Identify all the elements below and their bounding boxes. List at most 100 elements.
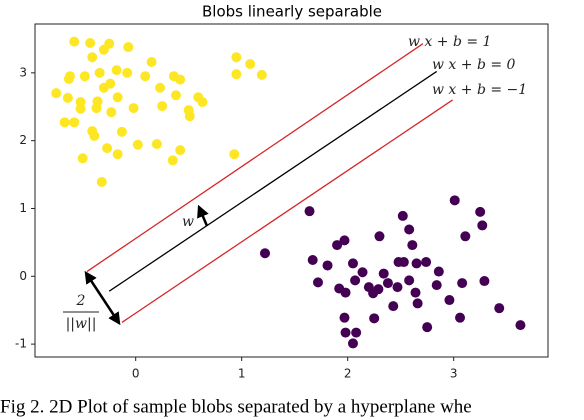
boundary-line	[121, 99, 453, 323]
point	[357, 267, 368, 278]
point	[111, 65, 122, 76]
point	[422, 322, 433, 333]
w-arrow	[197, 204, 209, 227]
point	[392, 282, 403, 293]
y-tick-label: 1	[19, 201, 27, 215]
point	[157, 101, 168, 112]
point	[368, 288, 379, 299]
point	[340, 327, 351, 338]
point	[106, 107, 117, 118]
point	[404, 275, 415, 286]
point	[515, 320, 526, 331]
margin-numerator: 2	[76, 293, 86, 309]
point	[69, 117, 80, 128]
plot-frame	[34, 23, 549, 358]
point	[421, 257, 432, 268]
point	[477, 220, 488, 231]
point	[312, 277, 323, 288]
caption: Fig 2. 2D Plot of sample blobs separated…	[0, 396, 472, 417]
point	[382, 278, 393, 289]
x-tick-label: 0	[132, 367, 140, 381]
y-tick-label: 3	[19, 65, 27, 79]
y-tick-label: 0	[19, 269, 27, 283]
point	[374, 231, 385, 242]
point	[87, 52, 98, 63]
point	[229, 149, 240, 160]
boundary-line	[86, 43, 424, 273]
point	[444, 295, 455, 306]
point	[197, 96, 208, 107]
point	[369, 313, 380, 324]
point	[340, 287, 351, 298]
boundary-line	[108, 70, 438, 292]
point	[460, 231, 471, 242]
point	[410, 287, 421, 298]
y-tick-label: 2	[19, 133, 27, 147]
point	[457, 278, 468, 289]
w-label: w	[182, 214, 194, 230]
point	[475, 206, 486, 217]
point	[256, 69, 267, 80]
line-label: w x + b = 0	[432, 57, 516, 73]
point	[350, 275, 361, 286]
point	[102, 143, 113, 154]
point	[132, 139, 143, 150]
point	[412, 298, 423, 309]
point	[123, 42, 134, 53]
chart-title: Blobs linearly separable	[202, 3, 382, 21]
point	[449, 195, 460, 206]
point	[85, 37, 96, 48]
point	[112, 92, 123, 103]
point	[339, 235, 350, 246]
point	[128, 103, 139, 114]
point	[347, 258, 358, 269]
point	[304, 206, 315, 217]
margin-arrow	[84, 270, 121, 326]
point	[378, 268, 389, 279]
point	[231, 69, 242, 80]
point	[347, 338, 358, 349]
point	[351, 327, 362, 338]
x-tick-label: 1	[238, 367, 246, 381]
point	[89, 130, 100, 141]
point	[231, 52, 242, 63]
point	[51, 88, 62, 99]
point	[398, 257, 409, 268]
point	[62, 92, 73, 103]
point	[63, 73, 74, 84]
point	[433, 266, 444, 277]
point	[307, 255, 318, 266]
point	[75, 103, 86, 114]
point	[151, 139, 162, 150]
y-tick-label: -1	[15, 337, 27, 351]
point	[332, 240, 343, 251]
point	[184, 111, 195, 122]
point	[455, 312, 466, 323]
point	[170, 90, 181, 101]
point	[479, 276, 490, 287]
point	[96, 177, 107, 188]
point	[167, 155, 178, 166]
point	[79, 71, 90, 82]
point	[140, 71, 151, 82]
line-label: w x + b = −1	[432, 82, 527, 98]
x-tick-label: 3	[450, 367, 458, 381]
point	[339, 312, 350, 323]
x-tick-label: 2	[344, 367, 352, 381]
point	[59, 117, 70, 128]
point	[407, 240, 418, 251]
point	[494, 303, 505, 314]
point	[116, 126, 127, 137]
point	[175, 145, 186, 156]
point	[431, 280, 442, 291]
point	[77, 153, 88, 164]
point	[260, 248, 271, 259]
point	[245, 59, 256, 70]
point	[388, 301, 399, 312]
point	[397, 210, 408, 221]
point	[112, 149, 123, 160]
point	[98, 44, 109, 55]
line-label: w x + b = 1	[408, 34, 491, 50]
point	[94, 67, 105, 78]
